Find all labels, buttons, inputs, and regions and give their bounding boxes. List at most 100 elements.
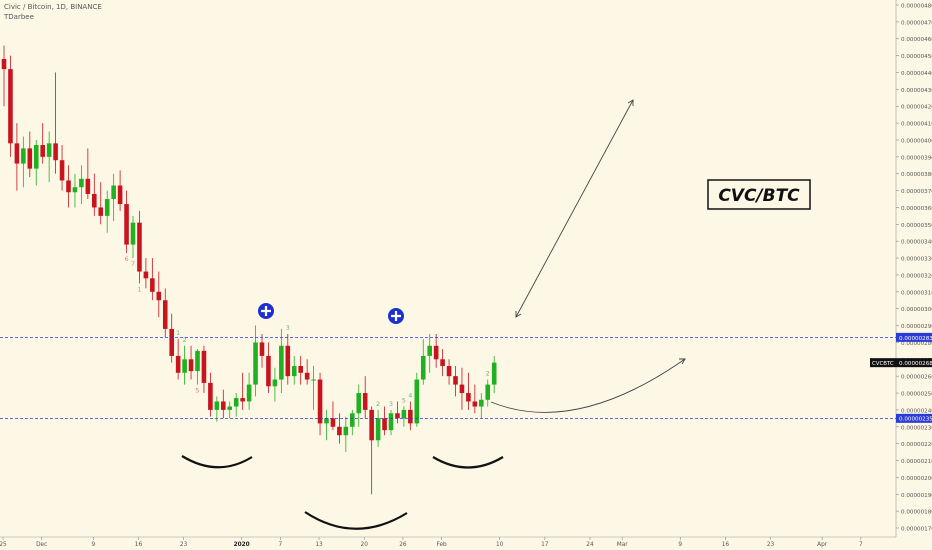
candle <box>472 384 478 414</box>
candle-body <box>246 384 252 402</box>
y-tick-label: 0.00000200 <box>901 476 932 482</box>
candle-body <box>21 148 26 164</box>
candle <box>162 288 168 338</box>
candle-body <box>8 69 13 144</box>
candle-body <box>253 342 258 385</box>
candle <box>111 173 116 221</box>
last-price-symbol: CVCBTC <box>872 361 894 367</box>
candle <box>298 355 303 385</box>
candle-body <box>137 222 142 272</box>
price-line-label: 0.00000283 <box>899 336 932 342</box>
x-tick-label: 26 <box>399 542 407 548</box>
y-tick-label: 0.00000220 <box>901 442 932 448</box>
candle-body <box>453 376 458 385</box>
candle-body <box>408 409 413 424</box>
candle <box>221 389 226 419</box>
y-tick-label: 0.00000380 <box>901 172 932 178</box>
candle <box>311 366 316 410</box>
y-tick-label: 0.00000320 <box>901 273 932 279</box>
candle-body <box>104 199 110 216</box>
candle-body <box>59 160 65 181</box>
y-tick-label: 0.00000240 <box>901 408 932 414</box>
candle-body <box>356 393 362 414</box>
candle <box>414 372 420 427</box>
candle-body <box>150 278 155 292</box>
candle-body <box>479 399 484 407</box>
candle <box>214 396 220 422</box>
x-tick-label: 9 <box>91 542 95 548</box>
candle-layer <box>1 45 497 495</box>
candle <box>46 131 52 183</box>
candle <box>201 345 207 394</box>
candle-body <box>433 345 439 360</box>
candle <box>343 416 349 453</box>
candle-body <box>40 145 45 157</box>
candle-body <box>350 413 355 427</box>
price-line-label: 0.00000235 <box>899 417 932 423</box>
candle-body <box>266 355 271 387</box>
x-tick-label: 24 <box>586 542 594 548</box>
candle-body <box>279 345 284 380</box>
y-tick-label: 0.00000260 <box>901 375 932 381</box>
candle-body <box>324 418 329 424</box>
candle <box>143 258 149 289</box>
x-tick-label: 9 <box>678 542 682 548</box>
candle <box>53 72 58 174</box>
x-tick-label: 16 <box>135 542 143 548</box>
x-tick-label: 7 <box>859 542 863 548</box>
candle-body <box>395 413 400 419</box>
candle-body <box>343 426 349 436</box>
candle-body <box>369 409 374 441</box>
candle <box>175 339 181 380</box>
td-number: 6 <box>125 256 129 263</box>
candle-body <box>362 393 368 410</box>
td-number: 7 <box>131 261 135 268</box>
candle-body <box>188 359 194 372</box>
candle <box>253 325 258 397</box>
x-tick-label: 10 <box>496 542 504 548</box>
candle <box>356 384 362 427</box>
candle <box>195 349 200 385</box>
candle <box>72 173 78 208</box>
candle <box>362 376 368 419</box>
candle <box>85 148 91 200</box>
candle <box>479 393 484 419</box>
x-tick-label: 16 <box>722 542 730 548</box>
candle <box>304 359 310 385</box>
projection-curve <box>490 358 686 413</box>
candle-body <box>420 355 426 380</box>
td-number: 2 <box>486 371 490 378</box>
last-price-label: 0.00000268 <box>899 361 932 367</box>
y-tick-label: 0.00000250 <box>901 392 932 398</box>
candle <box>272 367 278 402</box>
td-marker-right <box>388 308 404 324</box>
price-line-label-bg <box>896 413 932 423</box>
td-marker-left <box>258 303 274 319</box>
candle-body <box>375 418 381 441</box>
y-tick-label: 0.00000450 <box>901 54 932 60</box>
candle <box>156 271 162 318</box>
x-tick-label: Apr <box>817 542 828 548</box>
y-tick-label: 0.00000440 <box>901 71 932 77</box>
candle <box>401 406 407 427</box>
candle-body <box>117 185 123 205</box>
x-tick-label: Mar <box>617 542 629 548</box>
x-tick-label: 20 <box>361 542 369 548</box>
candle-body <box>304 372 310 380</box>
y-tick-label: 0.00000360 <box>901 206 932 212</box>
last-price-label-bg <box>896 358 932 368</box>
candle <box>169 313 174 363</box>
y-tick-label: 0.00000230 <box>901 425 932 431</box>
candle-body <box>130 222 136 245</box>
head-arc <box>304 511 408 530</box>
projection-curve-arrowhead <box>679 358 686 365</box>
candle-body <box>208 382 213 410</box>
candle <box>21 136 26 188</box>
candle-body <box>214 401 220 410</box>
candle-body <box>440 359 445 367</box>
candle <box>466 372 471 410</box>
candle-body <box>53 143 58 161</box>
